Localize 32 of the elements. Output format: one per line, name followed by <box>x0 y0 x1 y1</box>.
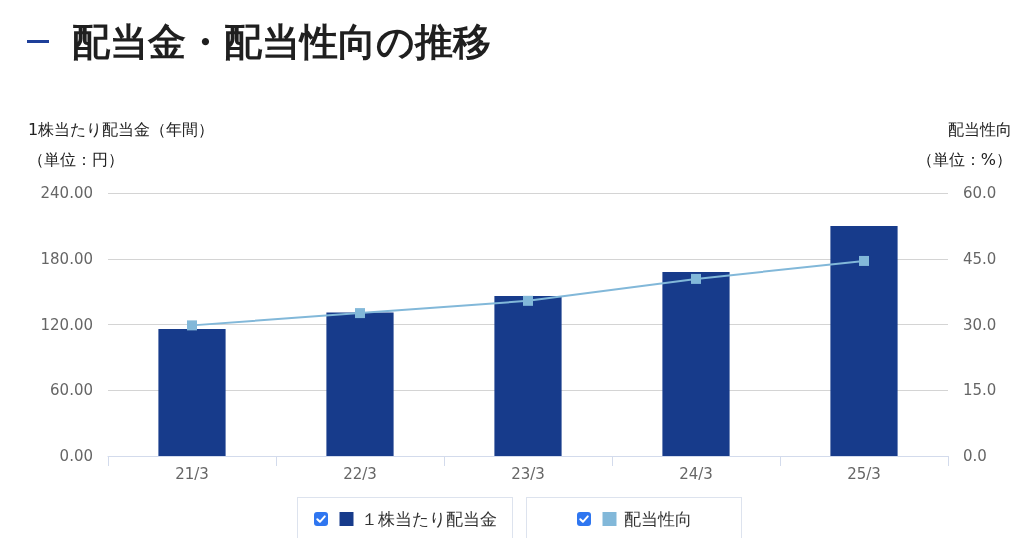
point <box>187 320 197 331</box>
y-tick-label: 180.00 <box>40 249 93 268</box>
y2-tick-label: 30.0 <box>963 315 997 334</box>
y-axis-title: 1株当たり配当金（年間） <box>28 120 215 140</box>
bar <box>494 296 562 456</box>
y-tick-label: 0.00 <box>59 447 93 465</box>
text: （単位：円） <box>28 150 124 170</box>
y2-tick-label: 45.0 <box>963 249 997 268</box>
point <box>859 255 869 266</box>
y2-tick-label: 60.0 <box>963 184 997 202</box>
bar <box>326 312 394 456</box>
x-tick-label: 21/3 <box>175 464 209 483</box>
text: （単位：%） <box>916 150 1012 170</box>
bar <box>662 271 730 456</box>
x-tick-label: 23/3 <box>511 464 545 483</box>
x-tick-label: 22/3 <box>343 464 377 483</box>
y-tick-label: 240.00 <box>40 184 93 202</box>
point <box>523 295 533 306</box>
legend-label: 配当性向 <box>623 509 692 529</box>
point <box>691 273 701 284</box>
bar <box>830 225 898 456</box>
bar <box>158 328 226 456</box>
y2-tick-label: 0.0 <box>963 447 987 465</box>
y-tick-label: 60.00 <box>50 381 93 400</box>
y2-tick-label: 15.0 <box>963 381 997 400</box>
legend-label: １株当たり配当金 <box>360 509 497 529</box>
y2-axis-title: 配当性向 <box>948 120 1012 140</box>
chart-title: 配当金・配当性向の推移 <box>72 19 491 66</box>
y-tick-label: 120.00 <box>40 315 93 334</box>
x-tick-label: 25/3 <box>847 464 881 483</box>
x-tick-label: 24/3 <box>679 464 713 483</box>
point <box>355 308 365 319</box>
